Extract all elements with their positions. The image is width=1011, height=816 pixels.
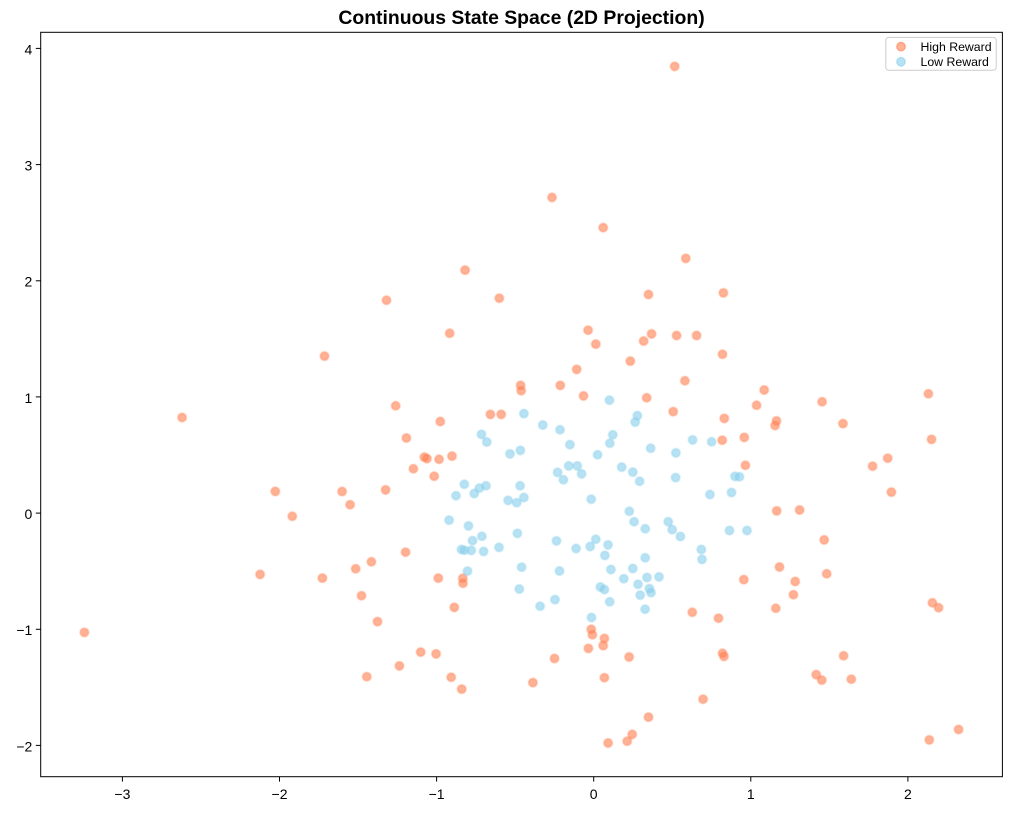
svg-text:High Reward: High Reward [921,40,992,54]
svg-text:−1: −1 [429,786,445,802]
svg-text:4: 4 [25,41,33,57]
svg-text:2: 2 [25,274,33,290]
svg-text:−2: −2 [16,738,32,754]
svg-text:−2: −2 [272,786,288,802]
svg-text:Low Reward: Low Reward [921,55,990,69]
svg-text:1: 1 [25,390,33,406]
svg-text:3: 3 [25,158,33,174]
svg-text:2: 2 [904,786,912,802]
svg-text:0: 0 [590,786,598,802]
svg-text:Continuous State Space (2D Pro: Continuous State Space (2D Projection) [338,7,704,29]
svg-text:−1: −1 [16,622,32,638]
svg-text:0: 0 [25,506,33,522]
svg-text:1: 1 [747,786,755,802]
svg-text:−3: −3 [114,786,130,802]
